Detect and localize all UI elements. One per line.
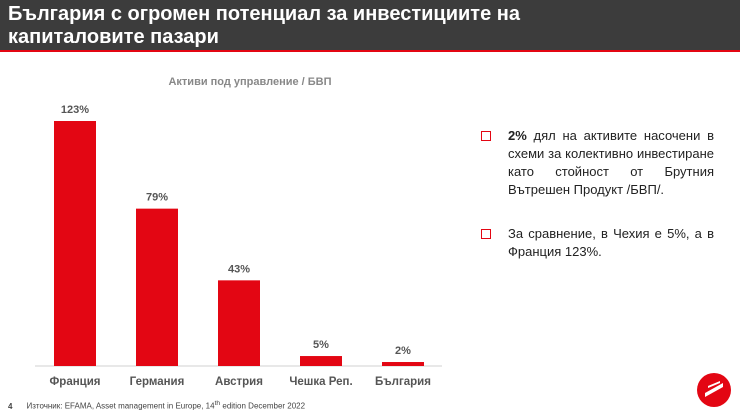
value-label: 5%: [313, 339, 329, 351]
source: Източник: EFAMA, Asset management in Eur…: [26, 401, 215, 411]
bar: [300, 356, 342, 366]
slide-title: България с огромен потенциал за инвестиц…: [8, 3, 520, 48]
x-tick-label: Австрия: [215, 376, 263, 388]
footer: 4 Източник: EFAMA, Asset management in Eu…: [8, 400, 305, 411]
bar: [136, 208, 178, 366]
page-number: 4: [8, 401, 13, 411]
bullet-icon: [481, 229, 491, 239]
value-label: 2%: [395, 345, 411, 357]
bullet-bold: 2%: [508, 128, 527, 143]
bullet: 2% дял на активите насочени в схеми за к…: [478, 127, 714, 199]
value-label: 123%: [61, 104, 89, 116]
value-label: 79%: [146, 192, 168, 204]
header: България с огромен потенциал за инвестиц…: [0, 0, 740, 52]
bar: [54, 121, 96, 366]
bar: [218, 280, 260, 366]
source-end: edition December 2022: [220, 401, 306, 411]
source-sup: th: [214, 400, 221, 407]
x-tick-label: Чешка Реп.: [289, 376, 352, 388]
x-tick-label: Франция: [49, 376, 100, 388]
logo: [697, 373, 731, 407]
bullet-text: За сравнение, в Чехия е 5%, а в Франция …: [508, 226, 714, 259]
chart-title: Активи под управление / БВП: [168, 76, 331, 88]
bullet: За сравнение, в Чехия е 5%, а в Франция …: [478, 225, 714, 261]
value-label: 43%: [228, 263, 250, 275]
bar: [382, 362, 424, 366]
x-tick-label: България: [375, 376, 431, 388]
bullet-icon: [481, 131, 491, 141]
chart: Активи под управление / БВП 123% Франция 7…: [35, 76, 442, 388]
x-tick-label: Германия: [130, 376, 185, 388]
bullet-text: дял на активите насочени в схеми за коле…: [508, 128, 714, 197]
bullet-list: 2% дял на активите насочени в схеми за к…: [478, 127, 714, 287]
